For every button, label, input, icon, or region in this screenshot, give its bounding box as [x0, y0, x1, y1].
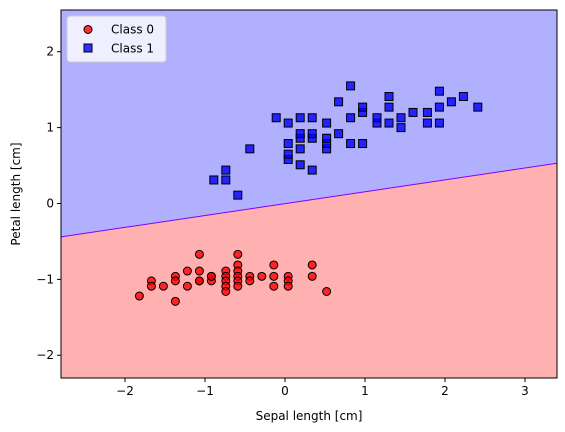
- x-tick-label: −2: [116, 384, 134, 398]
- class-0-point: [206, 271, 216, 281]
- class-0-point: [182, 266, 192, 276]
- class-1-point: [334, 97, 344, 107]
- class-1-point: [307, 165, 317, 175]
- y-axis-label: Petal length [cm]: [9, 142, 23, 245]
- class-0-point: [170, 296, 180, 306]
- class-1-point: [384, 102, 394, 112]
- class-1-point: [434, 102, 444, 112]
- class-1-point: [295, 160, 305, 170]
- class-1-point: [372, 113, 382, 123]
- x-tick-label: 0: [281, 384, 289, 398]
- y-tick-label: 2: [46, 45, 54, 59]
- class-0-point: [269, 271, 279, 281]
- legend-label-class-1: Class 1: [111, 42, 154, 56]
- x-tick-label: 3: [521, 384, 529, 398]
- legend: Class 0 Class 1: [66, 15, 167, 63]
- class-1-point: [434, 118, 444, 128]
- class-0-point: [134, 291, 144, 301]
- class-1-point: [295, 129, 305, 139]
- class-0-point: [307, 271, 317, 281]
- class-1-point: [322, 133, 332, 143]
- class-1-point: [408, 107, 418, 117]
- decision-boundary: [61, 162, 557, 238]
- class-1-point: [358, 102, 368, 112]
- class-0-point: [269, 260, 279, 270]
- class-1-point: [384, 118, 394, 128]
- class-0-region: [61, 163, 557, 378]
- class-1-point: [434, 86, 444, 96]
- class-1-point: [422, 107, 432, 117]
- class-0-point: [245, 276, 255, 286]
- class-0-point: [194, 266, 204, 276]
- class-1-point: [396, 113, 406, 123]
- class-1-point: [221, 165, 231, 175]
- legend-label-class-0: Class 0: [111, 23, 154, 37]
- class-1-point: [396, 123, 406, 133]
- class-0-point: [322, 287, 332, 297]
- class-0-point: [194, 249, 204, 259]
- class-1-point: [458, 91, 468, 101]
- class-1-point: [334, 129, 344, 139]
- class-1-point: [283, 139, 293, 149]
- class-1-point: [307, 129, 317, 139]
- class-1-point: [473, 102, 483, 112]
- class-0-point: [269, 281, 279, 291]
- class-1-point: [322, 118, 332, 128]
- x-tick-label: −1: [196, 384, 214, 398]
- class-0-point: [307, 260, 317, 270]
- class-1-point: [233, 190, 243, 200]
- class-1-point: [209, 175, 219, 185]
- y-tick-label: −2: [36, 348, 54, 362]
- plot-frame: [60, 9, 558, 379]
- class-1-point: [346, 113, 356, 123]
- class-1-point: [307, 113, 317, 123]
- class-1-point: [283, 118, 293, 128]
- class-0-point: [170, 276, 180, 286]
- x-tick-label: 2: [441, 384, 449, 398]
- y-tick-label: 1: [46, 121, 54, 135]
- class-0-point: [194, 276, 204, 286]
- legend-marker-class-1: [83, 43, 93, 53]
- class-0-point: [221, 287, 231, 297]
- class-1-point: [384, 91, 394, 101]
- class-1-point: [221, 175, 231, 185]
- class-1-point: [346, 81, 356, 91]
- class-0-point: [182, 281, 192, 291]
- class-1-point: [295, 144, 305, 154]
- y-axis-ticks: −2 −1 0 1 2: [36, 45, 61, 362]
- y-tick-label: −1: [36, 272, 54, 286]
- class-0-point: [146, 281, 156, 291]
- class-0-point: [233, 281, 243, 291]
- class-0-point: [158, 281, 168, 291]
- legend-marker-class-0: [83, 25, 93, 34]
- class-1-point: [271, 113, 281, 123]
- class-1-region: [61, 10, 557, 237]
- class-1-point: [295, 113, 305, 123]
- class-1-point: [346, 139, 356, 149]
- class-0-point: [257, 271, 267, 281]
- class-0-point: [233, 249, 243, 259]
- class-1-point: [245, 144, 255, 154]
- x-axis-label: Sepal length [cm]: [256, 409, 363, 423]
- class-1-point: [446, 97, 456, 107]
- x-tick-label: 1: [361, 384, 369, 398]
- y-tick-label: 0: [46, 196, 54, 210]
- class-1-point: [358, 139, 368, 149]
- x-axis-ticks: −2 −1 0 1 2 3: [116, 378, 529, 398]
- class-1-point: [422, 118, 432, 128]
- decision-regions: [61, 10, 557, 378]
- class-0-point: [283, 281, 293, 291]
- data-points: [134, 81, 483, 306]
- class-1-point: [283, 149, 293, 159]
